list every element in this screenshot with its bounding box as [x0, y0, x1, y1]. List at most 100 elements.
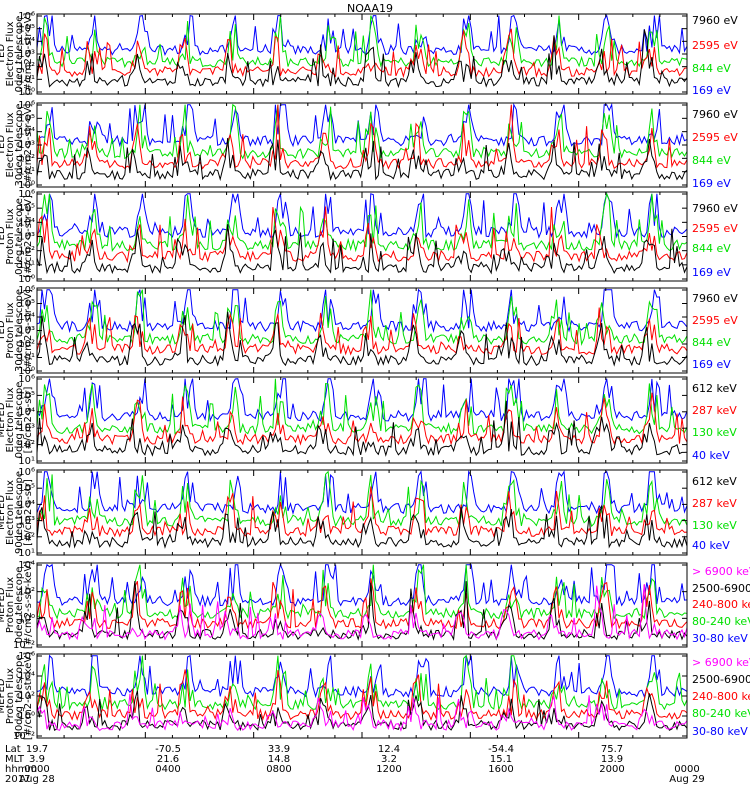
y-tick-label: 10³	[18, 140, 35, 151]
series-trace	[37, 29, 687, 89]
legend-entry: 130 keV	[692, 426, 737, 439]
y-tick-label: 10⁻²	[13, 731, 35, 742]
y-tick-label: 10⁴	[18, 671, 35, 682]
x-tick-label: 0400	[155, 764, 180, 775]
y-tick-label: 10²	[18, 339, 35, 350]
y-tick-label: 10²	[18, 62, 35, 73]
y-tick-label: 10⁰	[18, 87, 35, 98]
y-tick-label: 10⁵	[18, 483, 35, 494]
legend-entry: 169 eV	[692, 266, 731, 279]
y-tick-label: 10⁴	[18, 499, 35, 510]
ylabel-line: Electron Flux	[5, 112, 16, 177]
y-tick-label: 10⁵	[18, 113, 35, 124]
x-row-label: 2017	[5, 774, 30, 785]
legend-entry: 240-800 ke	[692, 690, 750, 703]
y-tick-label: 10²	[18, 440, 35, 451]
series-trace	[37, 289, 687, 346]
legend-entry: 80-240 keV	[692, 707, 750, 720]
x-tick-label: 3.9	[29, 754, 45, 765]
legend-entry: 287 keV	[692, 497, 737, 510]
series-trace	[37, 584, 687, 641]
legend-entry: 130 keV	[692, 519, 737, 532]
ylabel-line: [#/cm2-s-str-eV]	[23, 13, 34, 96]
y-tick-label: 10²	[18, 691, 35, 702]
y-tick-label: 10⁴	[18, 127, 35, 138]
x-tick-label: 14.8	[268, 754, 290, 765]
panel-5-traces	[37, 378, 687, 457]
legend-entry: 7960 eV	[692, 14, 738, 27]
panel-1-traces	[37, 14, 687, 89]
y-tick-label: 10³	[18, 49, 35, 60]
panel-ylabel: MEPEDProton Flux90deg telescope[#/cm2-s-…	[0, 652, 34, 740]
y-tick-label: 10⁶	[18, 467, 35, 478]
series-trace	[37, 378, 687, 436]
ylabel-line: 0deg telescope	[14, 382, 25, 459]
series-trace	[37, 104, 687, 170]
legend-entry: 169 eV	[692, 84, 731, 97]
series-trace	[37, 103, 687, 160]
y-tick-label: 10²	[18, 246, 35, 257]
legend-entry: 7960 eV	[692, 108, 738, 121]
y-tick-label: 10¹	[18, 548, 35, 559]
series-trace	[37, 192, 687, 253]
y-tick-label: 10⁴	[18, 312, 35, 323]
y-tick-label: 10³	[18, 516, 35, 527]
y-tick-label: 10⁰	[18, 366, 35, 377]
y-tick-label: 10¹	[18, 167, 35, 178]
legend-entry: 844 eV	[692, 242, 731, 255]
series-trace	[37, 28, 687, 79]
panel-6-traces	[37, 470, 687, 549]
panel-ylabel: TEDElectron Flux0deg telescope[#/cm2-s-s…	[0, 13, 34, 96]
x-tick-label: 15.1	[490, 754, 512, 765]
series-trace	[37, 400, 687, 457]
y-tick-label: 10⁴	[18, 217, 35, 228]
ylabel-line: Electron Flux	[5, 21, 16, 86]
ylabel-line: 30deg telescope	[14, 103, 25, 186]
panel-ylabel: TEDProton Flux30deg telescope[#/cm2-s-st…	[0, 289, 34, 372]
series-trace	[37, 15, 687, 69]
figure-title: NOAA19	[347, 2, 393, 15]
panel-2-traces	[37, 103, 687, 182]
legend-entry: 30-80 keV	[692, 632, 748, 645]
series-trace	[37, 654, 687, 699]
series-trace	[37, 392, 687, 446]
x-tick-label: 21.6	[157, 754, 179, 765]
legend-entry: 844 eV	[692, 154, 731, 167]
ylabel-line: MEPED	[0, 678, 7, 713]
y-tick-label: 10⁵	[18, 203, 35, 214]
series-trace	[37, 206, 687, 264]
y-tick-label: 10⁰	[18, 613, 35, 624]
series-trace	[37, 378, 687, 423]
ylabel-line: 90deg telescope	[14, 654, 25, 737]
legend-entry: 30-80 keV	[692, 725, 748, 738]
ylabel-line: Proton Flux	[5, 577, 16, 633]
y-tick-label: 10⁶	[18, 189, 35, 200]
series-trace	[37, 307, 687, 356]
legend-entry: 7960 eV	[692, 292, 738, 305]
x-tick-label: 13.9	[601, 754, 623, 765]
ylabel-line: TED	[0, 135, 7, 156]
legend-entry: 287 keV	[692, 404, 737, 417]
ylabel-line: Electron Flux	[5, 387, 16, 452]
x-tick-label: -54.4	[488, 744, 514, 755]
x-tick-label: 12.4	[378, 744, 400, 755]
ylabel-line: [#/cm2-s-str-eV]	[23, 104, 34, 187]
legend-entry: 169 eV	[692, 177, 731, 190]
series-trace	[37, 693, 687, 732]
series-trace	[37, 103, 687, 148]
legend-entry: 2500-6900	[692, 673, 750, 686]
y-tick-label: 10⁶	[18, 651, 35, 662]
x-tick-label: Aug 28	[19, 774, 54, 785]
legend-entry: 844 eV	[692, 62, 731, 75]
panel-7-traces	[37, 563, 687, 641]
y-tick-label: 10³	[18, 232, 35, 243]
y-tick-label: 10⁵	[18, 299, 35, 310]
x-tick-label: -70.5	[155, 744, 181, 755]
ylabel-line: MEPED	[0, 587, 7, 622]
y-tick-label: 10⁻²	[13, 640, 35, 651]
